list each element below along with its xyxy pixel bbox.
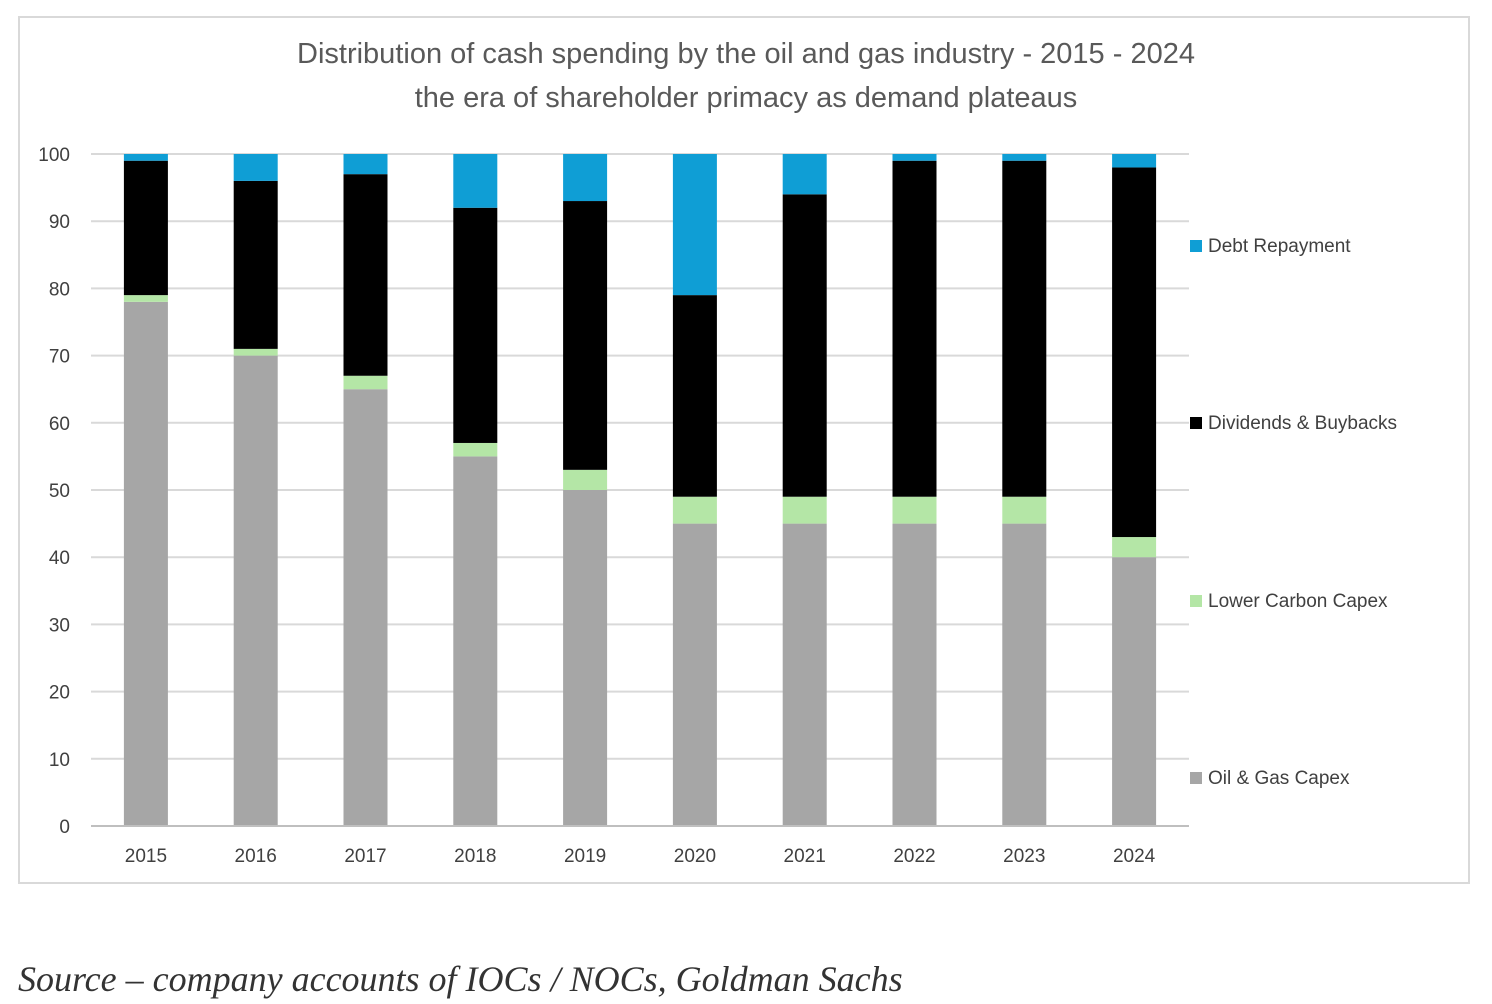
x-tick-label: 2023	[1003, 846, 1045, 867]
bar-oil-and-gas-capex-2017	[343, 389, 388, 826]
y-tick-label: 60	[49, 414, 70, 435]
source-caption: Source – company accounts of IOCs / NOCs…	[18, 959, 903, 999]
bar-dividends-and-buybacks-2017	[343, 174, 388, 376]
chart-subtitle: the era of shareholder primacy as demand…	[414, 82, 1078, 114]
y-axis: 0 10 20 30 40 50 60 70 80 90 100	[38, 145, 70, 838]
bar-dividends-and-buybacks-2024	[1112, 167, 1157, 538]
y-tick-label: 100	[38, 145, 70, 166]
bar-dividends-and-buybacks-2018	[453, 207, 498, 443]
x-tick-label: 2019	[564, 846, 606, 867]
y-tick-label: 80	[49, 279, 70, 300]
legend-swatch-lower-carbon-capex	[1190, 595, 1202, 607]
y-tick-label: 70	[49, 347, 70, 368]
legend-label-lower-carbon-capex: Lower Carbon Capex	[1208, 591, 1388, 612]
legend-label-debt-repayment: Debt Repayment	[1208, 236, 1351, 257]
bar-dividends-and-buybacks-2023	[1002, 160, 1047, 497]
bar-lower-carbon-capex-2022	[892, 496, 937, 524]
y-tick-label: 0	[59, 817, 70, 838]
x-tick-label: 2024	[1113, 846, 1156, 867]
legend: Debt Repayment Dividends & Buybacks Lower …	[1190, 236, 1397, 789]
bar-debt-repayment-2024	[1112, 154, 1157, 168]
x-tick-label: 2020	[674, 846, 716, 867]
bar-dividends-and-buybacks-2020	[672, 295, 717, 497]
x-tick-label: 2015	[125, 846, 167, 867]
x-tick-label: 2021	[784, 846, 826, 867]
bar-lower-carbon-capex-2016	[233, 348, 278, 356]
y-tick-label: 50	[49, 481, 70, 502]
x-tick-label: 2017	[344, 846, 386, 867]
legend-label-oil-and-gas-capex: Oil & Gas Capex	[1208, 768, 1350, 789]
bars	[123, 154, 1157, 827]
bar-oil-and-gas-capex-2016	[233, 355, 278, 826]
bar-lower-carbon-capex-2023	[1002, 496, 1047, 524]
y-tick-label: 40	[49, 548, 70, 569]
bar-dividends-and-buybacks-2015	[123, 160, 168, 296]
bar-dividends-and-buybacks-2019	[563, 201, 608, 470]
legend-label-dividends-and-buybacks: Dividends & Buybacks	[1208, 413, 1397, 434]
bar-lower-carbon-capex-2017	[343, 375, 388, 390]
x-axis: 2015 2016 2017 2018 2019 2020 2021 2022 2023 2024	[91, 825, 1189, 867]
bar-oil-and-gas-capex-2020	[672, 523, 717, 826]
bar-oil-and-gas-capex-2015	[123, 301, 168, 827]
bar-oil-and-gas-capex-2019	[563, 490, 608, 826]
bar-lower-carbon-capex-2021	[782, 496, 827, 524]
y-tick-label: 90	[49, 212, 70, 233]
bar-dividends-and-buybacks-2022	[892, 160, 937, 497]
x-tick-label: 2016	[235, 846, 277, 867]
bar-debt-repayment-2019	[563, 154, 608, 202]
bar-oil-and-gas-capex-2018	[453, 456, 498, 826]
bar-debt-repayment-2023	[1002, 154, 1047, 161]
x-tick-label: 2018	[454, 846, 496, 867]
bar-lower-carbon-capex-2024	[1112, 537, 1157, 558]
y-tick-label: 30	[49, 615, 70, 636]
bar-oil-and-gas-capex-2021	[782, 523, 827, 826]
bar-debt-repayment-2015	[123, 154, 168, 161]
legend-swatch-debt-repayment	[1190, 240, 1202, 252]
legend-swatch-oil-and-gas-capex	[1190, 772, 1202, 784]
bar-lower-carbon-capex-2020	[672, 496, 717, 524]
x-tick-label: 2022	[893, 846, 935, 867]
bar-debt-repayment-2017	[343, 154, 388, 175]
bar-lower-carbon-capex-2018	[453, 442, 498, 457]
y-tick-label: 10	[49, 750, 70, 771]
bar-debt-repayment-2018	[453, 154, 498, 208]
bar-lower-carbon-capex-2019	[563, 469, 608, 490]
bar-debt-repayment-2021	[782, 154, 827, 195]
chart-title: Distribution of cash spending by the oil…	[297, 38, 1195, 70]
bar-debt-repayment-2022	[892, 154, 937, 161]
bar-dividends-and-buybacks-2021	[782, 194, 827, 497]
bar-dividends-and-buybacks-2016	[233, 180, 278, 349]
bar-oil-and-gas-capex-2023	[1002, 523, 1047, 826]
y-tick-label: 20	[49, 683, 70, 704]
bar-debt-repayment-2016	[233, 154, 278, 181]
bar-lower-carbon-capex-2015	[123, 295, 168, 302]
bar-oil-and-gas-capex-2022	[892, 523, 937, 826]
bar-oil-and-gas-capex-2024	[1112, 557, 1157, 826]
bar-debt-repayment-2020	[672, 154, 717, 296]
legend-swatch-dividends-and-buybacks	[1190, 417, 1202, 429]
